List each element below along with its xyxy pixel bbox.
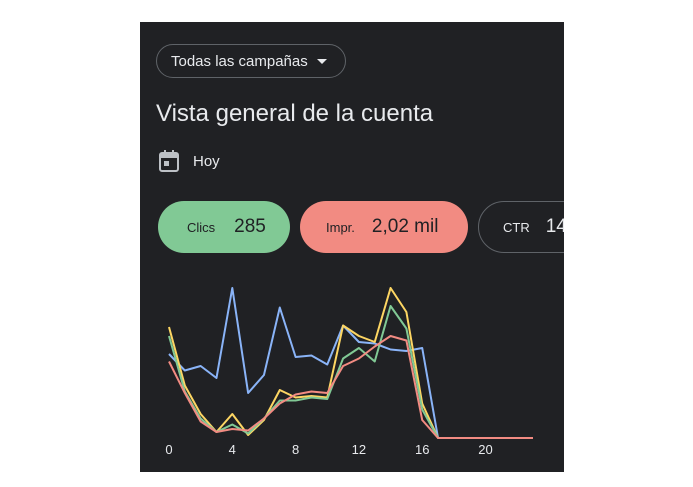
metric-chip-ctr[interactable]: CTR 14 <box>478 201 564 253</box>
date-range-selector[interactable]: Hoy <box>158 149 220 173</box>
chart-series-line-4 <box>168 335 533 439</box>
x-tick-label: 20 <box>478 442 492 457</box>
caret-down-icon <box>316 58 327 64</box>
metric-label-ctr: CTR <box>503 219 530 235</box>
metric-value-ctr: 14 <box>545 216 564 237</box>
metric-chip-clicks[interactable]: Clics 285 <box>158 201 290 253</box>
performance-chart: 0 4 8 12 16 20 <box>165 287 533 457</box>
page-title: Vista general de la cuenta <box>156 100 434 127</box>
x-tick-label: 0 <box>165 442 172 457</box>
metric-label-impressions: Impr. <box>326 219 355 235</box>
x-tick-label: 12 <box>352 442 366 457</box>
metric-value-clicks: 285 <box>234 216 266 237</box>
metric-value-impressions: 2,02 mil <box>371 216 439 237</box>
x-tick-label: 16 <box>415 442 429 457</box>
metric-chip-impressions[interactable]: Impr. 2,02 mil <box>300 201 468 253</box>
date-range-label: Hoy <box>193 152 220 170</box>
campaign-dropdown-label: Todas las campañas <box>171 52 308 70</box>
calendar-icon <box>159 150 179 172</box>
app-screen: Todas las campañas Vista general de la c… <box>140 22 564 472</box>
chart-series-line-3 <box>168 305 533 439</box>
x-tick-label: 8 <box>292 442 299 457</box>
x-tick-label: 4 <box>229 442 236 457</box>
metric-label-clicks: Clics <box>187 219 216 235</box>
campaign-dropdown[interactable]: Todas las campañas <box>156 44 346 78</box>
